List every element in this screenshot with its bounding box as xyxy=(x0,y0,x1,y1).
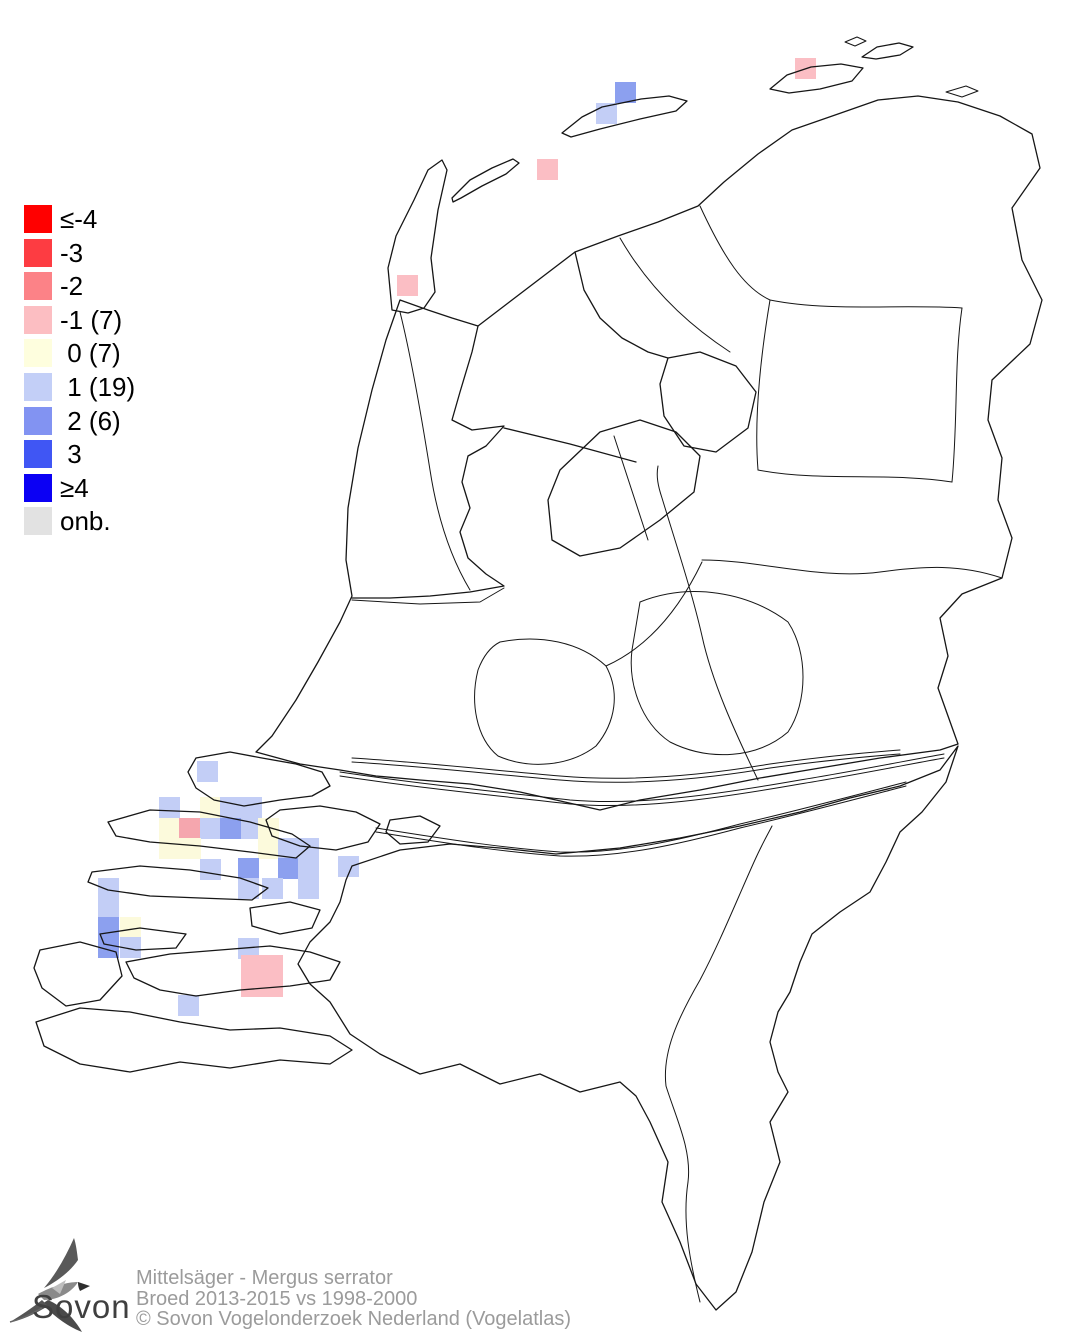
legend-label: 3 xyxy=(60,439,82,470)
map-grid-square xyxy=(98,898,119,919)
swallow-facet xyxy=(52,1280,66,1294)
map-grid-square xyxy=(98,878,119,899)
legend-item: -2 xyxy=(24,271,135,302)
map-grid-square xyxy=(220,818,241,839)
legend-label: 0 (7) xyxy=(60,338,121,369)
map-grid-square xyxy=(159,838,180,859)
swallow-tail-streamer xyxy=(9,1307,43,1323)
map-grid-square xyxy=(795,58,816,79)
map-grid-square xyxy=(278,838,299,859)
caption-species: Mittelsäger - Mergus serrator xyxy=(136,1267,393,1289)
legend-label: -2 xyxy=(60,271,84,302)
map-grid-square xyxy=(179,818,200,839)
legend-item: onb. xyxy=(24,506,135,537)
map-grid-square xyxy=(615,82,636,103)
swallow-upper-wing xyxy=(44,1238,78,1288)
map-grid-square xyxy=(238,878,259,899)
map-grid-square xyxy=(241,955,262,976)
map-grid-square xyxy=(537,159,558,180)
map-grid-square xyxy=(120,917,141,938)
map-grid-square xyxy=(200,818,221,839)
map-grid-square xyxy=(397,275,418,296)
map-grid-square xyxy=(98,917,119,938)
map-grid-square xyxy=(241,797,262,818)
map-grid-square xyxy=(262,976,283,997)
map-grid-square xyxy=(238,858,259,879)
caption-period: Broed 2013-2015 vs 1998-2000 xyxy=(136,1287,418,1310)
legend-label: ≥4 xyxy=(60,472,89,503)
map-grid-square xyxy=(262,955,283,976)
map-grid-square xyxy=(298,878,319,899)
map-grid-square xyxy=(258,838,279,859)
map-caption: Mittelsäger - Mergus serrator Broed 2013… xyxy=(136,1268,571,1330)
legend-label: -1 (7) xyxy=(60,304,123,335)
legend-label: ≤-4 xyxy=(60,204,98,234)
map-grid-square xyxy=(200,797,221,818)
legend-item: 2 (6) xyxy=(24,405,135,436)
map-grid-square xyxy=(197,761,218,782)
legend-swatch xyxy=(24,507,52,536)
map-grid-square xyxy=(258,818,279,839)
legend-item: 3 xyxy=(24,439,135,470)
legend-item: ≤-4 xyxy=(24,205,135,233)
map-grid-square xyxy=(178,995,199,1016)
legend-item: ≥4 xyxy=(24,472,135,503)
legend-label: 1 (19) xyxy=(60,371,136,402)
map-grid-square xyxy=(98,937,119,958)
sovon-logo-word: Sovon xyxy=(32,1288,131,1325)
map-grid-square xyxy=(262,878,283,899)
legend-swatch xyxy=(24,473,52,502)
legend-swatch xyxy=(24,440,52,469)
swallow-head xyxy=(78,1282,90,1291)
swallow-lower-wing xyxy=(42,1300,82,1332)
map-grid-square xyxy=(596,103,617,124)
legend: ≤-4 -3 -2 -1 (7) 0 (7) 1 (19) 2 (6) 3 ≥4 onb. xyxy=(24,205,135,541)
sovon-logo xyxy=(9,1238,90,1332)
map-grid-square xyxy=(200,859,221,880)
legend-swatch xyxy=(24,205,52,233)
map-grid-square xyxy=(241,976,262,997)
legend-swatch xyxy=(24,305,52,334)
legend-swatch xyxy=(24,372,52,401)
legend-swatch xyxy=(24,238,52,267)
legend-label: 2 (6) xyxy=(60,405,121,436)
legend-swatch xyxy=(24,339,52,368)
legend-item: 0 (7) xyxy=(24,338,135,369)
legend-swatch xyxy=(24,406,52,435)
map-grid-square xyxy=(220,797,241,818)
map-grid-square xyxy=(278,858,299,879)
legend-item: -3 xyxy=(24,237,135,268)
legend-item: 1 (19) xyxy=(24,371,136,402)
legend-label: -3 xyxy=(60,237,84,268)
map-grid-square xyxy=(298,838,319,859)
legend-item: -1 (7) xyxy=(24,304,135,335)
map-grid-square xyxy=(180,838,201,859)
map-grid-square xyxy=(159,797,180,818)
map-grid-square xyxy=(298,858,319,879)
swallow-tail xyxy=(10,1300,48,1322)
legend-label: onb. xyxy=(60,506,111,537)
map-grid-square xyxy=(120,937,141,958)
caption-copyright: © Sovon Vogelonderzoek Nederland (Vogela… xyxy=(136,1308,572,1330)
map-grid-square xyxy=(338,856,359,877)
map-grid-square xyxy=(159,818,180,839)
legend-swatch xyxy=(24,272,52,301)
